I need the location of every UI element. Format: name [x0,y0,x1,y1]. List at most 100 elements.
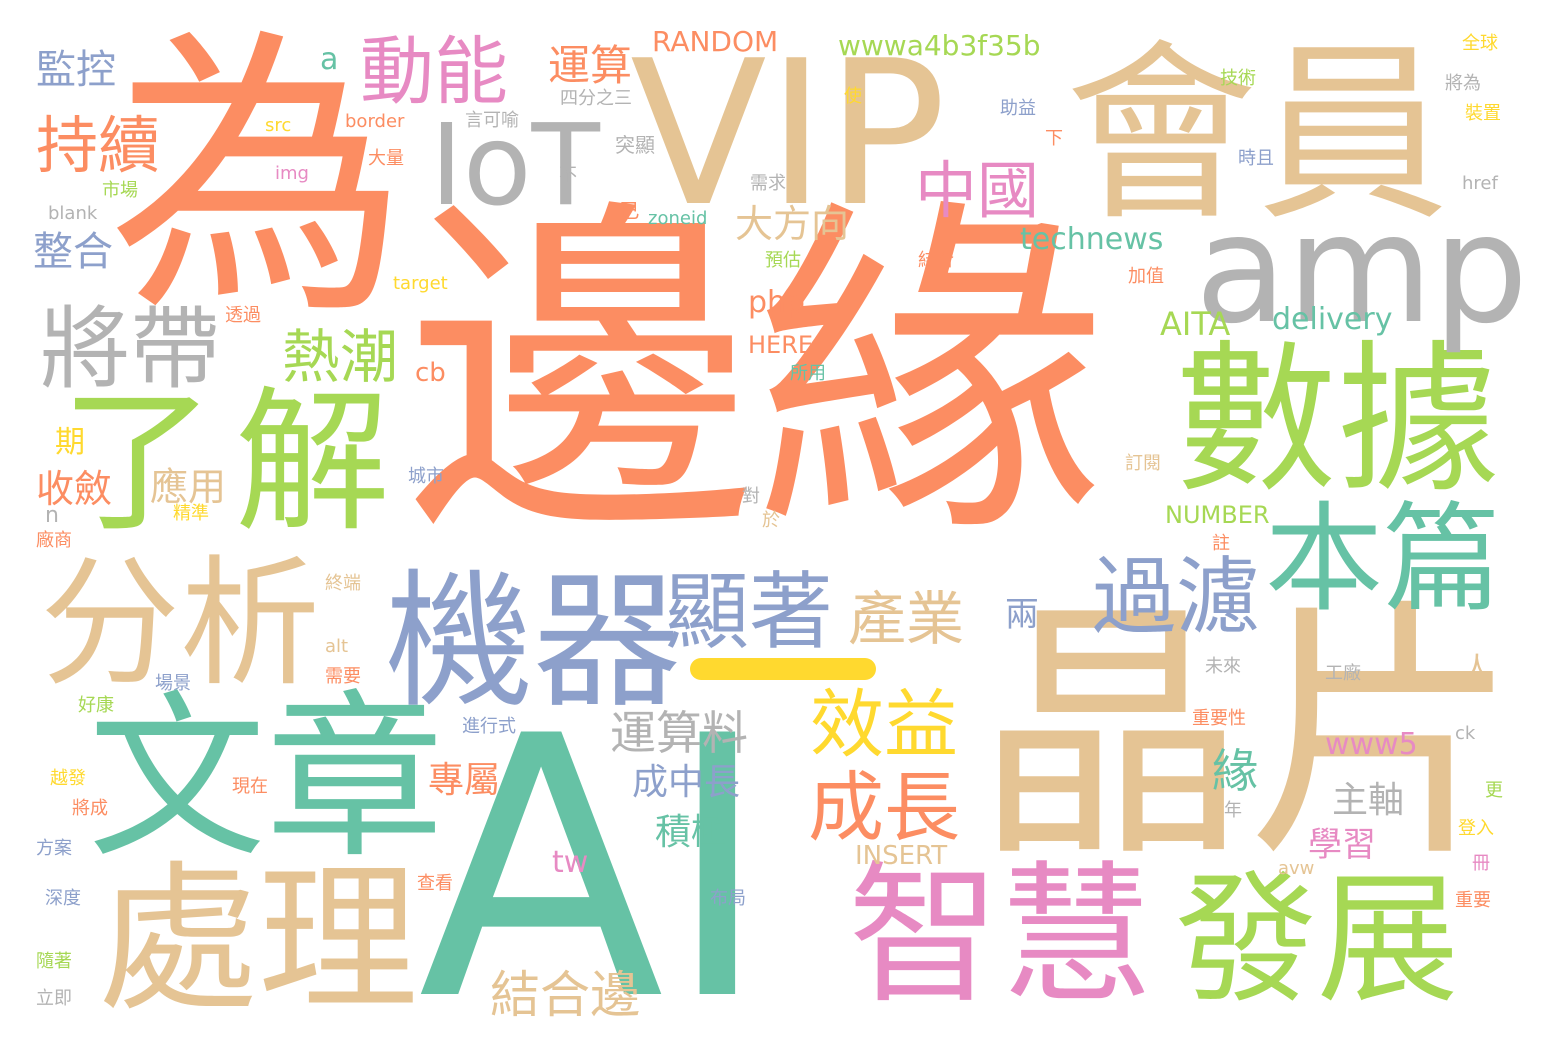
word-border: border [345,111,405,132]
word-zhuangzhi: 裝置 [1465,103,1501,124]
word-zhuyi: 助益 [1000,98,1036,119]
word-zhihui: 智慧 [848,847,1152,1024]
word-suizhe: 隨著 [36,951,72,972]
word-qi: 期 [55,425,85,460]
word-vip: VIP [630,18,947,251]
word-a: a [320,42,339,77]
word-jiji: 積極 [655,812,728,853]
word-jishu: 技術 [1220,68,1256,89]
word-zhongguo: 中國 [915,154,1040,227]
word-jiankong: 監控 [36,47,116,93]
word-shi: 使 [841,86,862,104]
word-yi [690,658,876,680]
word-jiqi: 機器 [385,556,681,728]
word-changshang: 廠商 [36,530,72,551]
word-chixu: 持續 [36,109,161,182]
word-xianzai: 現在 [232,776,268,797]
word-tw: tw [552,845,589,880]
word-shiqie: 時且 [1238,148,1274,169]
word-here: HERE [748,331,814,359]
word-xuexi: 學習 [1308,825,1376,865]
word-cb: cb [415,358,446,388]
word-yugu: 預估 [765,250,801,271]
word-benpian: 本篇 [1265,490,1502,628]
word-geng: 更 [1485,780,1503,801]
word-chengshi: 城市 [408,466,444,487]
word-insert: INSERT [855,841,948,871]
word-yuefa: 越發 [50,768,86,789]
word-yi2: 已 [616,200,640,220]
word-iot: IoT [430,101,600,231]
word-aita: AITA [1160,305,1231,343]
word-jiangwei: 將為 [1445,73,1481,94]
word-php: php [748,285,806,320]
word-liao: 了 [60,372,215,553]
word-fangan: 方案 [36,838,72,859]
word-shoulian: 收斂 [36,467,113,511]
word-touguo: 透過 [225,305,261,326]
word-nian: 年 [1221,800,1242,818]
word-chengzhang: 成長 [808,763,960,852]
word-wei: 為 [108,5,408,354]
word-technews: technews [1020,222,1164,257]
word-random: RANDOM [652,25,779,58]
word-chanye: 產業 [848,585,965,653]
word-yu: 於 [762,510,780,531]
word-denglu: 登入 [1458,818,1494,839]
word-bu: 不 [556,165,577,183]
word-ai: AI [418,660,771,1052]
word-alt: alt [325,636,349,657]
word-wwwa4b3f35b: wwwa4b3f35b [838,29,1041,62]
word-dui: 對 [742,486,760,507]
word-zhu: 註 [1212,533,1230,554]
word-shendu: 深度 [45,888,81,909]
word-biānyuán: 邊緣 [405,171,1105,579]
word-weilai: 未來 [1205,656,1241,677]
word-shuju: 數據 [1175,327,1499,515]
word-wenzhang: 文章 [88,675,444,882]
word-guolv: 過濾 [1092,548,1261,646]
word-yunsuanliao: 運算料 [610,706,748,760]
word-delivery: delivery [1272,302,1393,337]
word-quanqiu: 全球 [1462,33,1498,54]
word-jiangcheng: 將成 [72,798,108,819]
word-dongneng: 動能 [360,29,508,115]
word-daliang: 大量 [368,148,404,169]
word-yunsuan: 運算 [548,41,633,90]
word-dingyue: 訂閱 [1125,453,1161,474]
word-xuyao: 需要 [325,666,361,687]
word-xiaoyi: 效益 [810,682,958,768]
word-zhongyaoxing: 重要性 [1192,708,1246,729]
word-yuan: 緣 [1212,744,1258,798]
word-jiehe: 結合 [918,250,954,271]
word-shichang: 市場 [102,180,138,201]
word-jingpian: 晶片 [975,578,1519,894]
word-jiehebian: 結合邊 [490,966,640,1024]
word-chengzhongzhang: 成中長 [632,762,741,803]
word-suoyong: 所用 [790,363,826,384]
word-jingzhun: 精準 [173,503,209,524]
word-zhenghe: 整合 [33,229,113,275]
word-ce: 冊 [1472,853,1490,874]
word-zhuanshu: 專屬 [428,760,501,801]
word-yingyong: 應用 [150,465,227,509]
word-haokang: 好康 [78,695,114,716]
word-liang: 兩 [1005,595,1039,635]
word-target: target [393,273,448,294]
word-ren: 人 [1462,652,1492,687]
word-blank: blank [48,203,98,224]
word-src: src [265,115,292,136]
word-n: n [45,503,59,528]
word-dafangxiang: 大方向 [735,202,850,246]
word-www5: www5 [1325,727,1418,762]
word-jinxingshi: 進行式 [462,716,516,737]
word-number: NUMBER [1165,501,1270,529]
word-liji: 立即 [36,988,72,1009]
word-xuqiu: 需求 [750,173,786,194]
word-changjing: 場景 [155,673,191,694]
word-zoneid: zoneid [648,208,708,229]
word-chakan: 查看 [417,873,453,894]
word-fazhan: 發展 [1175,858,1459,1023]
word-jiangdai: 將帶 [40,297,220,402]
word-jie: 解 [235,372,390,553]
